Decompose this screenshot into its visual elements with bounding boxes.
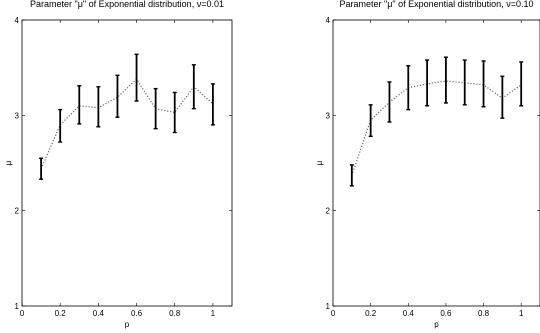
y-tick-label: 3 <box>326 111 331 120</box>
y-tick-label: 2 <box>326 207 331 216</box>
plot-frame <box>21 19 233 307</box>
y-tick-label: 3 <box>15 111 20 120</box>
x-axis-label: p <box>434 320 439 329</box>
y-tick-label: 4 <box>326 16 331 25</box>
x-tick-label: 0.4 <box>403 309 415 318</box>
y-tick-label: 1 <box>15 302 20 311</box>
y-tick-label: 1 <box>326 302 331 311</box>
y-axis-label: μ <box>4 160 13 165</box>
mean-line <box>351 80 522 176</box>
chart-title: Parameter "μ" of Exponential distributio… <box>30 0 224 9</box>
y-tick-label: 2 <box>15 207 20 216</box>
y-tick-label: 4 <box>15 16 20 25</box>
x-tick-label: 0.8 <box>478 309 490 318</box>
x-tick-label: 0 <box>331 309 336 318</box>
y-axis-label: μ <box>315 160 324 165</box>
left-chart-panel: Parameter "μ" of Exponential distributio… <box>4 0 233 329</box>
x-tick-label: 0.6 <box>440 309 452 318</box>
right-chart-panel: Parameter "μ" of Exponential distributio… <box>315 0 540 329</box>
x-axis-label: p <box>125 320 130 329</box>
x-tick-label: 0.2 <box>365 309 377 318</box>
x-tick-label: 0.8 <box>169 309 181 318</box>
x-tick-label: 1 <box>519 309 524 318</box>
plot-frame <box>332 19 540 307</box>
chart-title: Parameter "μ" of Exponential distributio… <box>340 0 534 9</box>
x-tick-label: 0.2 <box>55 309 67 318</box>
x-tick-label: 0.6 <box>131 309 143 318</box>
x-tick-label: 0 <box>20 309 25 318</box>
x-tick-label: 1 <box>211 309 216 318</box>
x-tick-label: 0.4 <box>93 309 105 318</box>
mean-line <box>40 78 214 169</box>
